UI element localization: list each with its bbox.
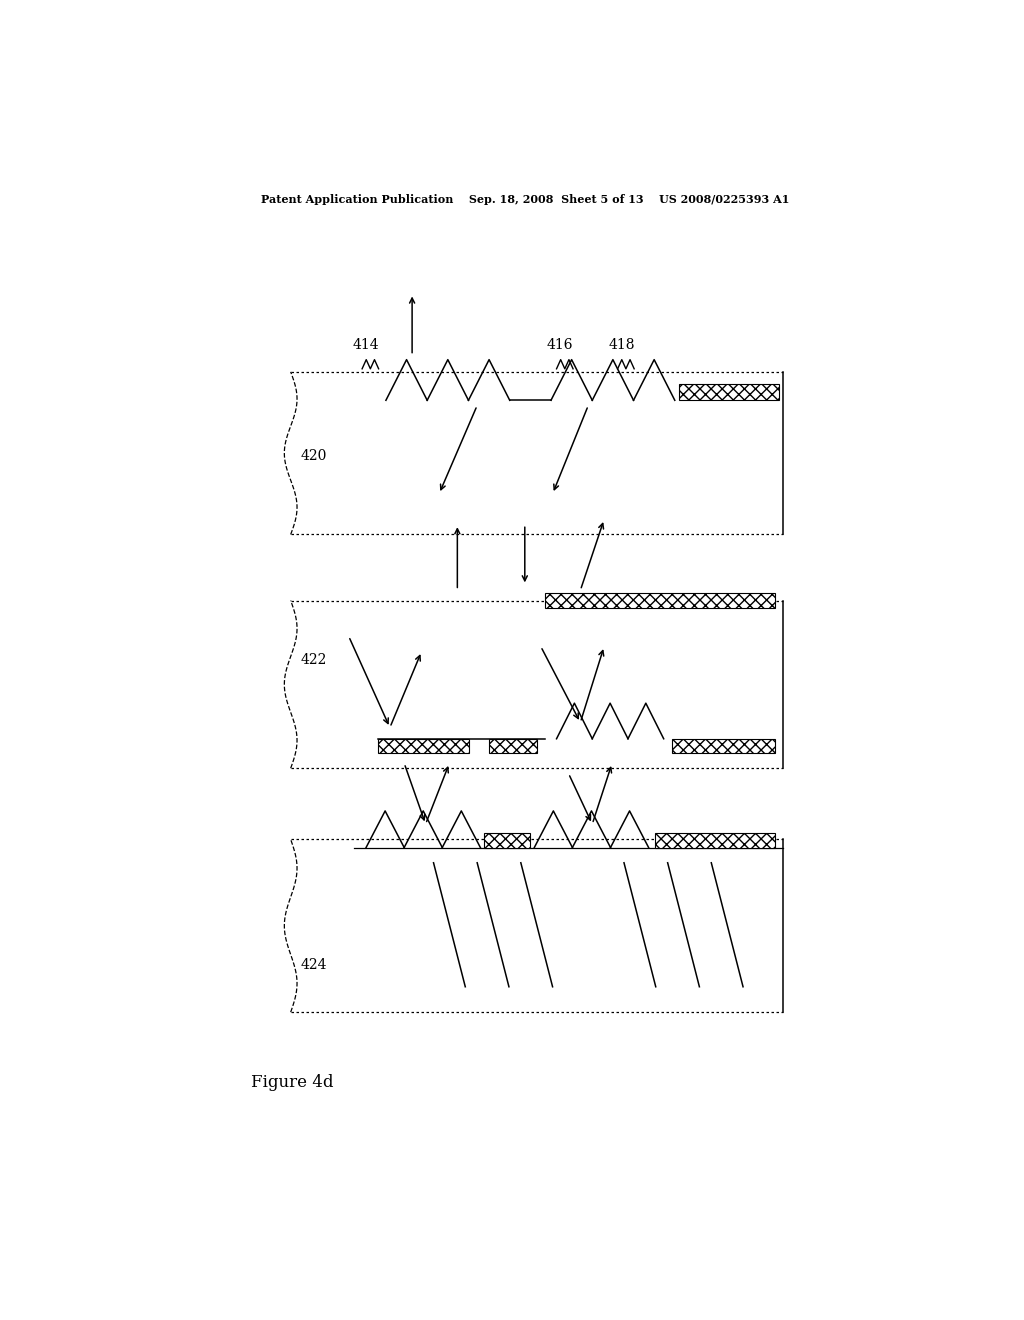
Bar xyxy=(545,594,775,607)
Bar xyxy=(489,739,537,752)
Text: 416: 416 xyxy=(546,338,572,351)
Text: 420: 420 xyxy=(300,449,327,463)
Text: Patent Application Publication    Sep. 18, 2008  Sheet 5 of 13    US 2008/022539: Patent Application Publication Sep. 18, … xyxy=(261,194,788,205)
Text: 424: 424 xyxy=(300,957,327,972)
Text: Figure 4d: Figure 4d xyxy=(251,1074,334,1092)
Bar xyxy=(655,833,775,847)
Text: 418: 418 xyxy=(608,338,635,351)
Text: 422: 422 xyxy=(300,652,327,667)
Bar xyxy=(679,384,778,400)
Bar xyxy=(378,739,469,752)
Bar xyxy=(672,739,775,752)
Text: 414: 414 xyxy=(352,338,379,351)
Bar xyxy=(484,833,530,847)
